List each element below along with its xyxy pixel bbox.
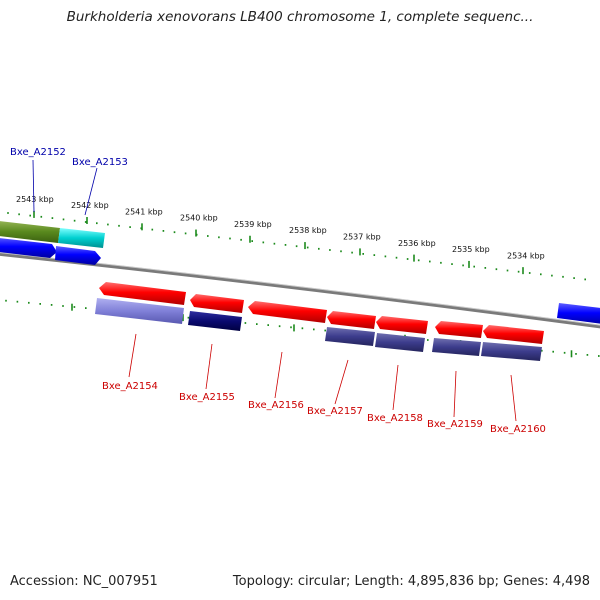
upper-tick-scale	[7, 210, 587, 281]
cds-2160[interactable]	[481, 342, 542, 361]
kbp-label: 2535 kbp	[452, 245, 490, 254]
gene-arrow-2155[interactable]	[190, 294, 244, 313]
cds-2155[interactable]	[188, 311, 242, 331]
gene-labels-top: Bxe_A2152 Bxe_A2153	[10, 147, 128, 168]
kbp-label: 2542 kbp	[71, 201, 109, 210]
kbp-label: 2540 kbp	[180, 214, 218, 223]
feature-blue-right[interactable]	[557, 303, 600, 325]
map-title: Burkholderia xenovorans LB400 chromosome…	[66, 9, 534, 25]
reverse-features[interactable]	[0, 220, 600, 325]
forward-genes[interactable]	[99, 282, 544, 344]
gene-arrow-2157[interactable]	[327, 311, 376, 329]
gene-label-2160[interactable]: Bxe_A2160	[490, 424, 546, 435]
gene-labels-bottom: Bxe_A2154 Bxe_A2155 Bxe_A2156 Bxe_A2157 …	[102, 381, 546, 435]
gene-label-2159[interactable]: Bxe_A2159	[427, 419, 483, 430]
cds-2157[interactable]	[325, 327, 375, 346]
kbp-label: 2543 kbp	[16, 195, 54, 204]
gene-arrow-2158[interactable]	[376, 316, 428, 334]
gene-label-2157[interactable]: Bxe_A2157	[307, 406, 363, 417]
feature-olive[interactable]	[0, 220, 60, 243]
feature-cyan[interactable]	[58, 228, 105, 248]
feature-blue-left[interactable]	[0, 237, 57, 258]
gene-arrow-2154[interactable]	[99, 282, 186, 305]
kbp-label: 2541 kbp	[125, 207, 163, 216]
gene-arrow-2159[interactable]	[435, 321, 483, 338]
label-connectors	[32, 159, 517, 422]
accession-text: Accession: NC_007951	[10, 574, 158, 589]
gene-arrow-2156[interactable]	[248, 301, 327, 323]
gene-label-2153[interactable]: Bxe_A2153	[72, 157, 128, 168]
feature-blue-2153[interactable]	[55, 246, 101, 265]
cds-features[interactable]	[95, 298, 542, 361]
kbp-label-group: 2543 kbp 2542 kbp 2541 kbp 2540 kbp 2539 kbp…	[16, 195, 545, 260]
kbp-label: 2534 kbp	[507, 251, 545, 260]
gene-label-2158[interactable]: Bxe_A2158	[367, 413, 423, 424]
gene-label-2152[interactable]: Bxe_A2152	[10, 147, 66, 158]
cds-2159[interactable]	[432, 338, 481, 356]
topology-text: Topology: circular; Length: 4,895,836 bp…	[232, 574, 590, 589]
cds-2158[interactable]	[375, 333, 425, 352]
gene-label-2155[interactable]: Bxe_A2155	[179, 392, 235, 403]
kbp-label: 2539 kbp	[234, 220, 272, 229]
kbp-label: 2536 kbp	[398, 239, 436, 248]
gene-label-2154[interactable]: Bxe_A2154	[102, 381, 158, 392]
kbp-label: 2537 kbp	[343, 232, 381, 241]
gene-label-2156[interactable]: Bxe_A2156	[248, 400, 304, 411]
cds-2154[interactable]	[95, 298, 184, 324]
gene-arrow-2160[interactable]	[483, 325, 544, 344]
kbp-label: 2538 kbp	[289, 226, 327, 235]
